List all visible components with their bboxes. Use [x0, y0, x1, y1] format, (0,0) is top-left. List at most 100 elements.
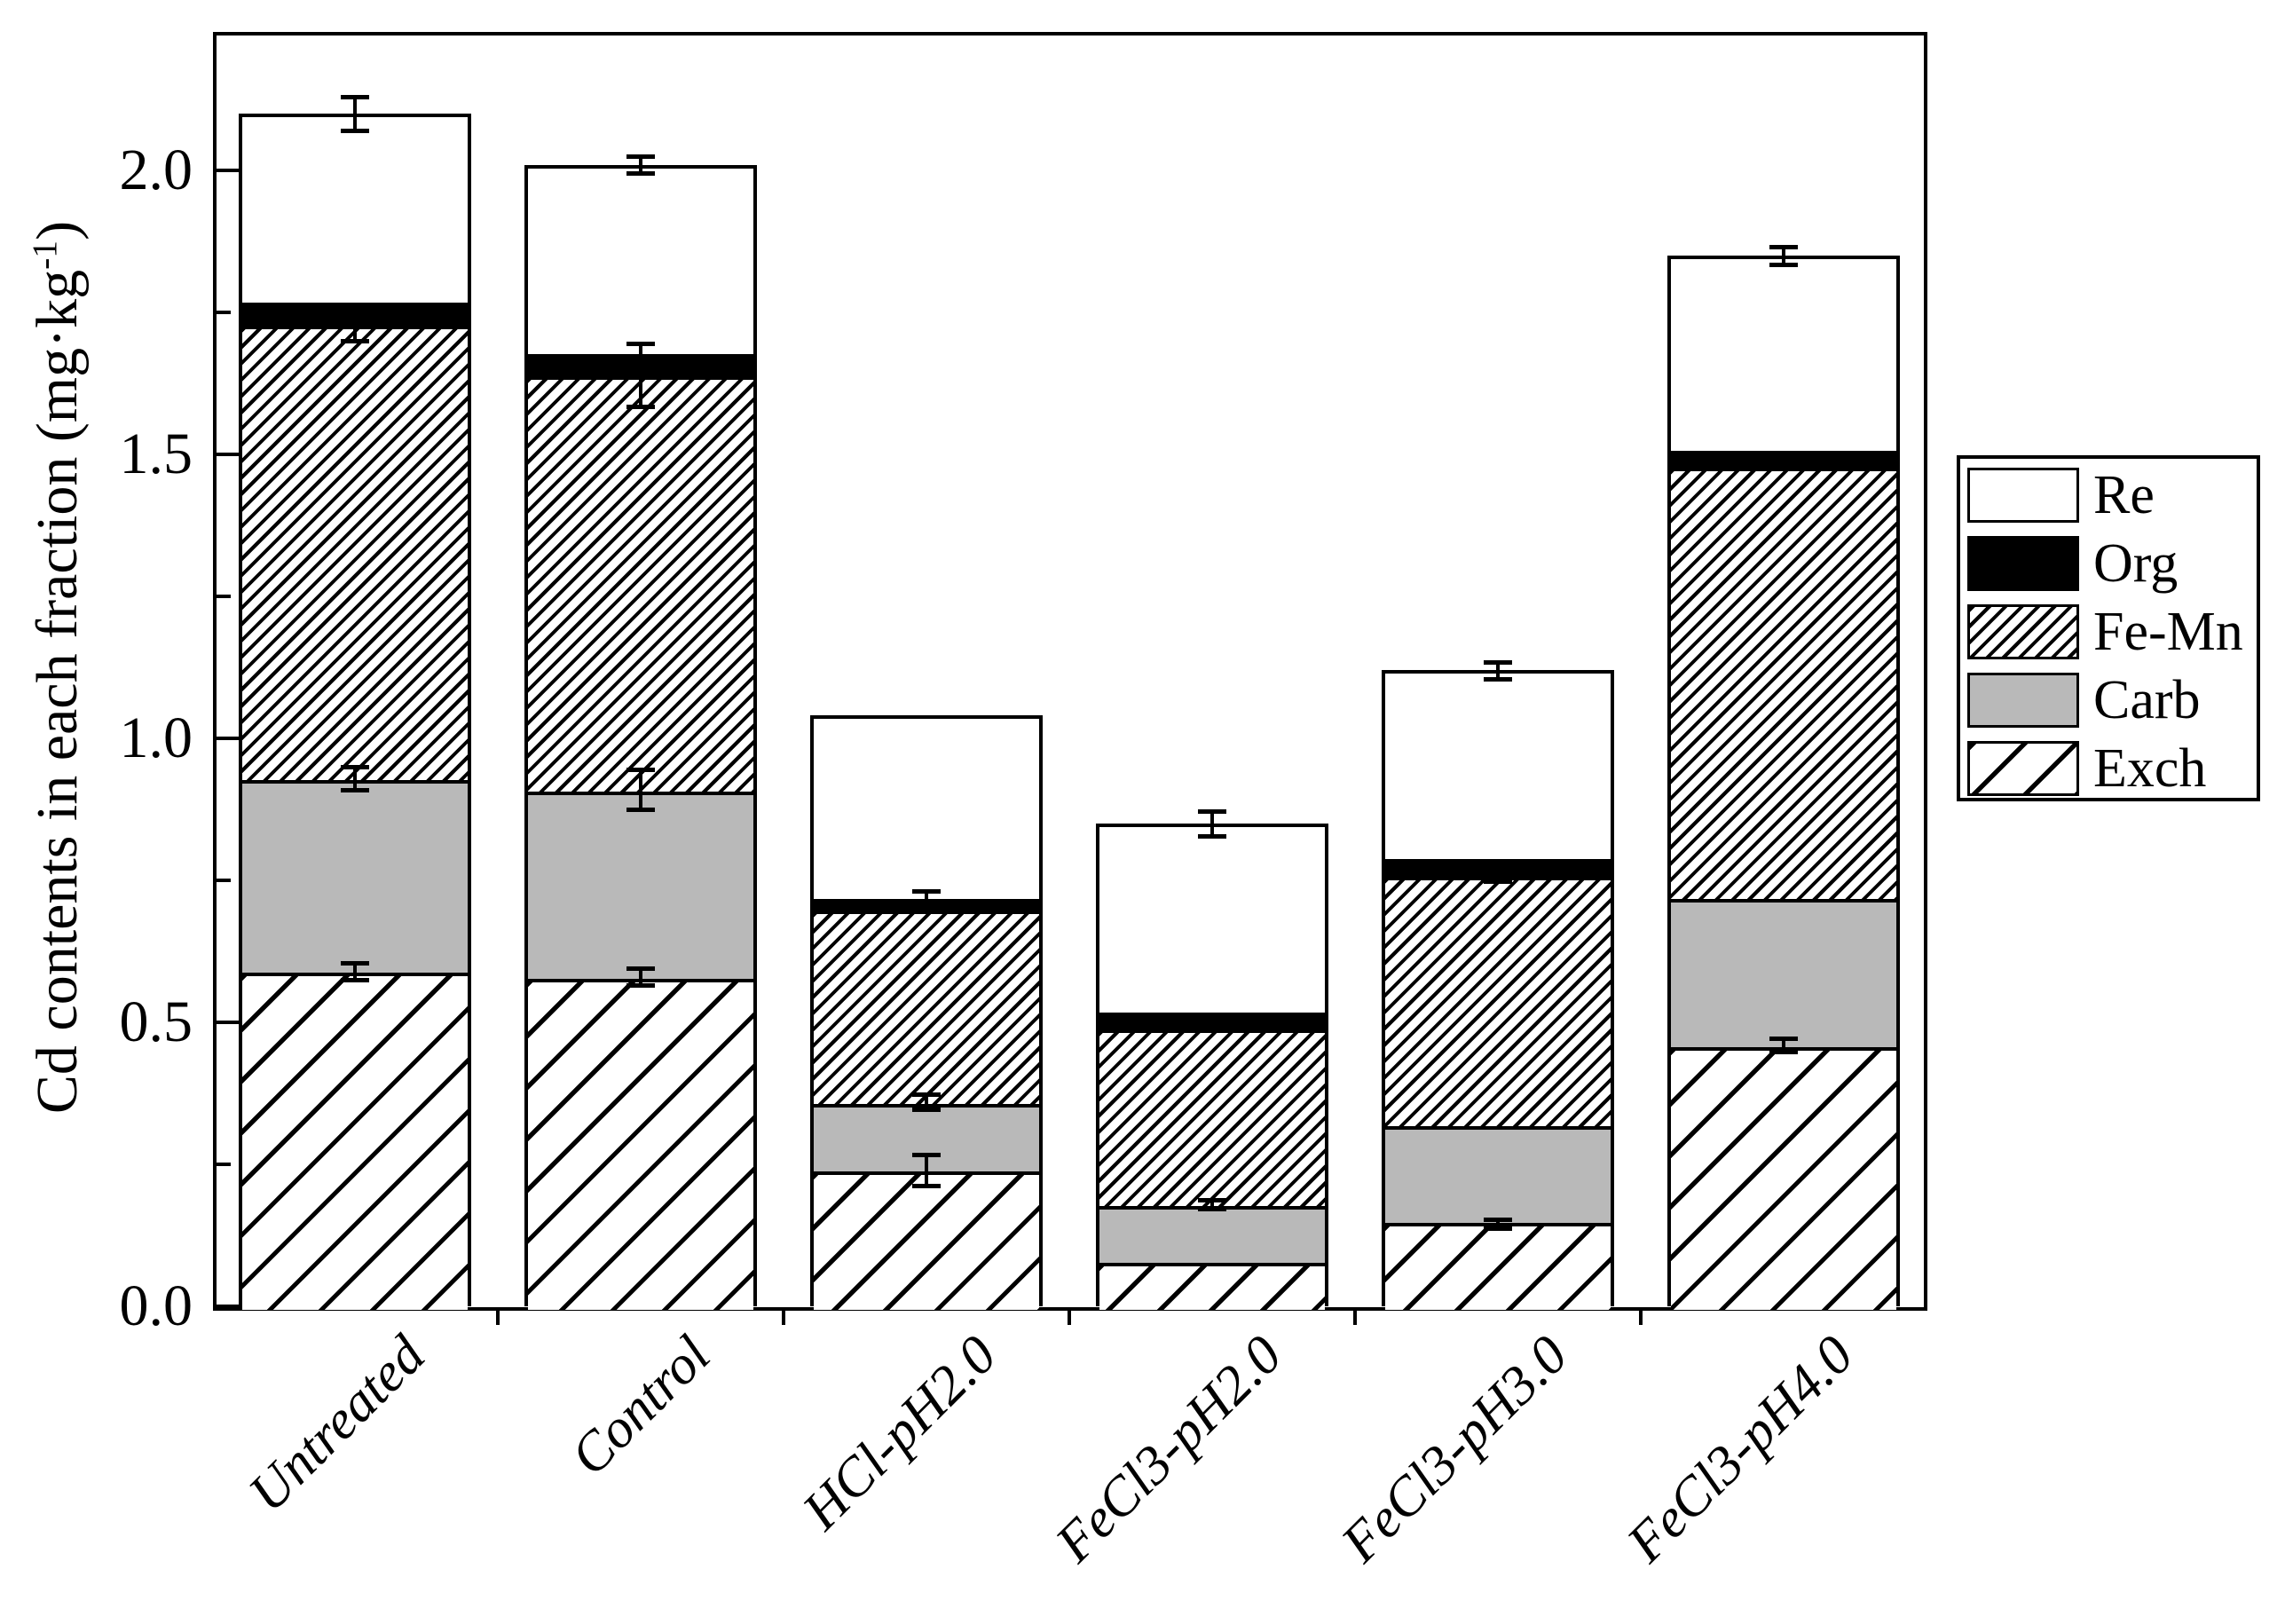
bar-HCl-pH2.0	[810, 715, 1043, 1310]
x-tick	[1068, 1311, 1071, 1325]
error-bar-line	[353, 306, 357, 341]
x-category-label-Control: Control	[559, 1324, 722, 1487]
x-category-label-FeCl3-pH2.0: FeCl3-pH2.0	[1044, 1324, 1294, 1574]
error-bar-cap-top	[912, 1092, 941, 1098]
error-bar-cap-bottom	[341, 978, 369, 982]
bar-FeCl3-pH4.0	[1667, 256, 1900, 1310]
legend-swatch-org	[1967, 536, 2079, 591]
error-bar-cap-top	[1198, 1197, 1226, 1202]
error-bar-line	[639, 156, 642, 174]
bar-segment-Re-HCl-pH2.0	[814, 719, 1039, 902]
y-axis-title: Cd contents in each fraction (mg·kg-1)	[24, 221, 91, 1114]
error-bar-cap-top	[1769, 1036, 1798, 1041]
bar-segment-Re-FeCl3-pH2.0	[1099, 827, 1325, 1015]
error-bar-cap-top	[626, 342, 655, 347]
error-bar-line	[925, 1155, 928, 1186]
error-bar-cap-top	[341, 94, 369, 99]
error-bar-cap-bottom	[1198, 1206, 1226, 1211]
error-bar-cap-bottom	[912, 902, 941, 907]
error-bar-cap-bottom	[1484, 879, 1512, 885]
segment-divider	[1671, 450, 1896, 454]
y-tick-major	[217, 737, 243, 740]
error-bar-line	[639, 769, 642, 809]
error-bar-cap-bottom	[626, 808, 655, 812]
error-bar-cap-bottom	[1484, 676, 1512, 682]
y-axis-title-superscript: -1	[25, 240, 64, 270]
error-bar-line	[1782, 1037, 1785, 1052]
error-bar-cap-bottom	[1769, 262, 1798, 267]
error-bar-line	[353, 767, 357, 790]
legend-row-exch: Exch	[1960, 737, 2257, 801]
error-bar-line	[1496, 1219, 1500, 1229]
error-bar-line	[1496, 661, 1500, 679]
error-bar-line	[925, 890, 928, 904]
y-axis-title-close-paren: )	[25, 220, 90, 240]
error-bar-line	[925, 1094, 928, 1109]
bar-Untreated	[239, 114, 471, 1310]
x-tick	[1639, 1311, 1643, 1325]
error-bar-cap-top	[341, 960, 369, 966]
legend-label-re: Re	[2093, 464, 2155, 525]
segment-divider	[1099, 1029, 1325, 1034]
legend-label-femn: Fe-Mn	[2093, 601, 2243, 662]
y-tick-label: 0.0	[119, 1273, 193, 1338]
error-bar-cap-bottom	[626, 171, 655, 177]
error-bar-cap-top	[626, 966, 655, 972]
bar-segment-Fe-Mn-FeCl3-pH3.0	[1385, 878, 1611, 1129]
bar-segment-Exch-Untreated	[242, 974, 468, 1310]
error-bar-cap-bottom	[626, 983, 655, 989]
error-bar-cap-bottom	[1769, 1050, 1798, 1055]
segment-divider	[1385, 1126, 1611, 1131]
y-tick-minor	[217, 311, 231, 314]
y-axis-title-text: Cd contents in each fraction (mg·kg	[25, 269, 90, 1115]
error-bar-cap-top	[912, 1153, 941, 1158]
error-bar-cap-bottom	[1484, 1226, 1512, 1232]
error-bar-line	[1782, 247, 1785, 264]
bar-FeCl3-pH3.0	[1382, 670, 1614, 1310]
bar-segment-Re-Control	[528, 168, 753, 356]
x-tick	[1353, 1311, 1357, 1325]
segment-divider	[1099, 1013, 1325, 1017]
x-category-label-FeCl3-pH3.0: FeCl3-pH3.0	[1330, 1324, 1580, 1574]
y-tick-minor	[217, 879, 231, 882]
y-tick-major	[217, 1021, 243, 1024]
error-bar-cap-top	[341, 765, 369, 769]
error-bar-cap-top	[912, 888, 941, 894]
error-bar-line	[1210, 810, 1214, 837]
error-bar-cap-top	[341, 304, 369, 310]
bar-FeCl3-pH2.0	[1096, 824, 1328, 1310]
legend-label-carb: Carb	[2093, 669, 2201, 730]
segment-divider	[1671, 899, 1896, 903]
bar-segment-Fe-Mn-FeCl3-pH2.0	[1099, 1031, 1325, 1208]
segment-divider	[242, 303, 468, 307]
bar-segment-Re-FeCl3-pH4.0	[1671, 259, 1896, 453]
bar-segment-Carb-FeCl3-pH4.0	[1671, 901, 1896, 1049]
legend-swatch-re	[1967, 468, 2079, 523]
bar-segment-Carb-FeCl3-pH3.0	[1385, 1128, 1611, 1225]
bar-segment-Re-Untreated	[242, 117, 468, 305]
bar-segment-Org-FeCl3-pH2.0	[1099, 1014, 1325, 1032]
legend-swatch-carb	[1967, 673, 2079, 728]
bar-segment-Carb-Untreated	[242, 781, 468, 975]
error-bar-cap-top	[1198, 808, 1226, 814]
y-tick-label: 1.0	[119, 706, 193, 770]
error-bar-cap-bottom	[341, 129, 369, 134]
error-bar-cap-top	[1484, 659, 1512, 665]
error-bar-cap-bottom	[912, 1107, 941, 1112]
error-bar-line	[353, 962, 357, 980]
bar-Control	[524, 164, 757, 1310]
error-bar-cap-top	[1769, 245, 1798, 250]
legend-row-femn: Fe-Mn	[1960, 601, 2257, 665]
bar-segment-Re-FeCl3-pH3.0	[1385, 674, 1611, 862]
bar-segment-Exch-HCl-pH2.0	[814, 1173, 1039, 1310]
bar-segment-Fe-Mn-Control	[528, 378, 753, 793]
bar-segment-Exch-FeCl3-pH2.0	[1099, 1264, 1325, 1310]
error-bar-cap-top	[1484, 1218, 1512, 1223]
legend-label-exch: Exch	[2093, 737, 2207, 799]
error-bar-cap-bottom	[341, 787, 369, 792]
bar-segment-Fe-Mn-HCl-pH2.0	[814, 911, 1039, 1106]
segment-divider	[1671, 467, 1896, 471]
x-category-label-FeCl3-pH4.0: FeCl3-pH4.0	[1616, 1324, 1865, 1574]
plot-area	[213, 32, 1927, 1311]
